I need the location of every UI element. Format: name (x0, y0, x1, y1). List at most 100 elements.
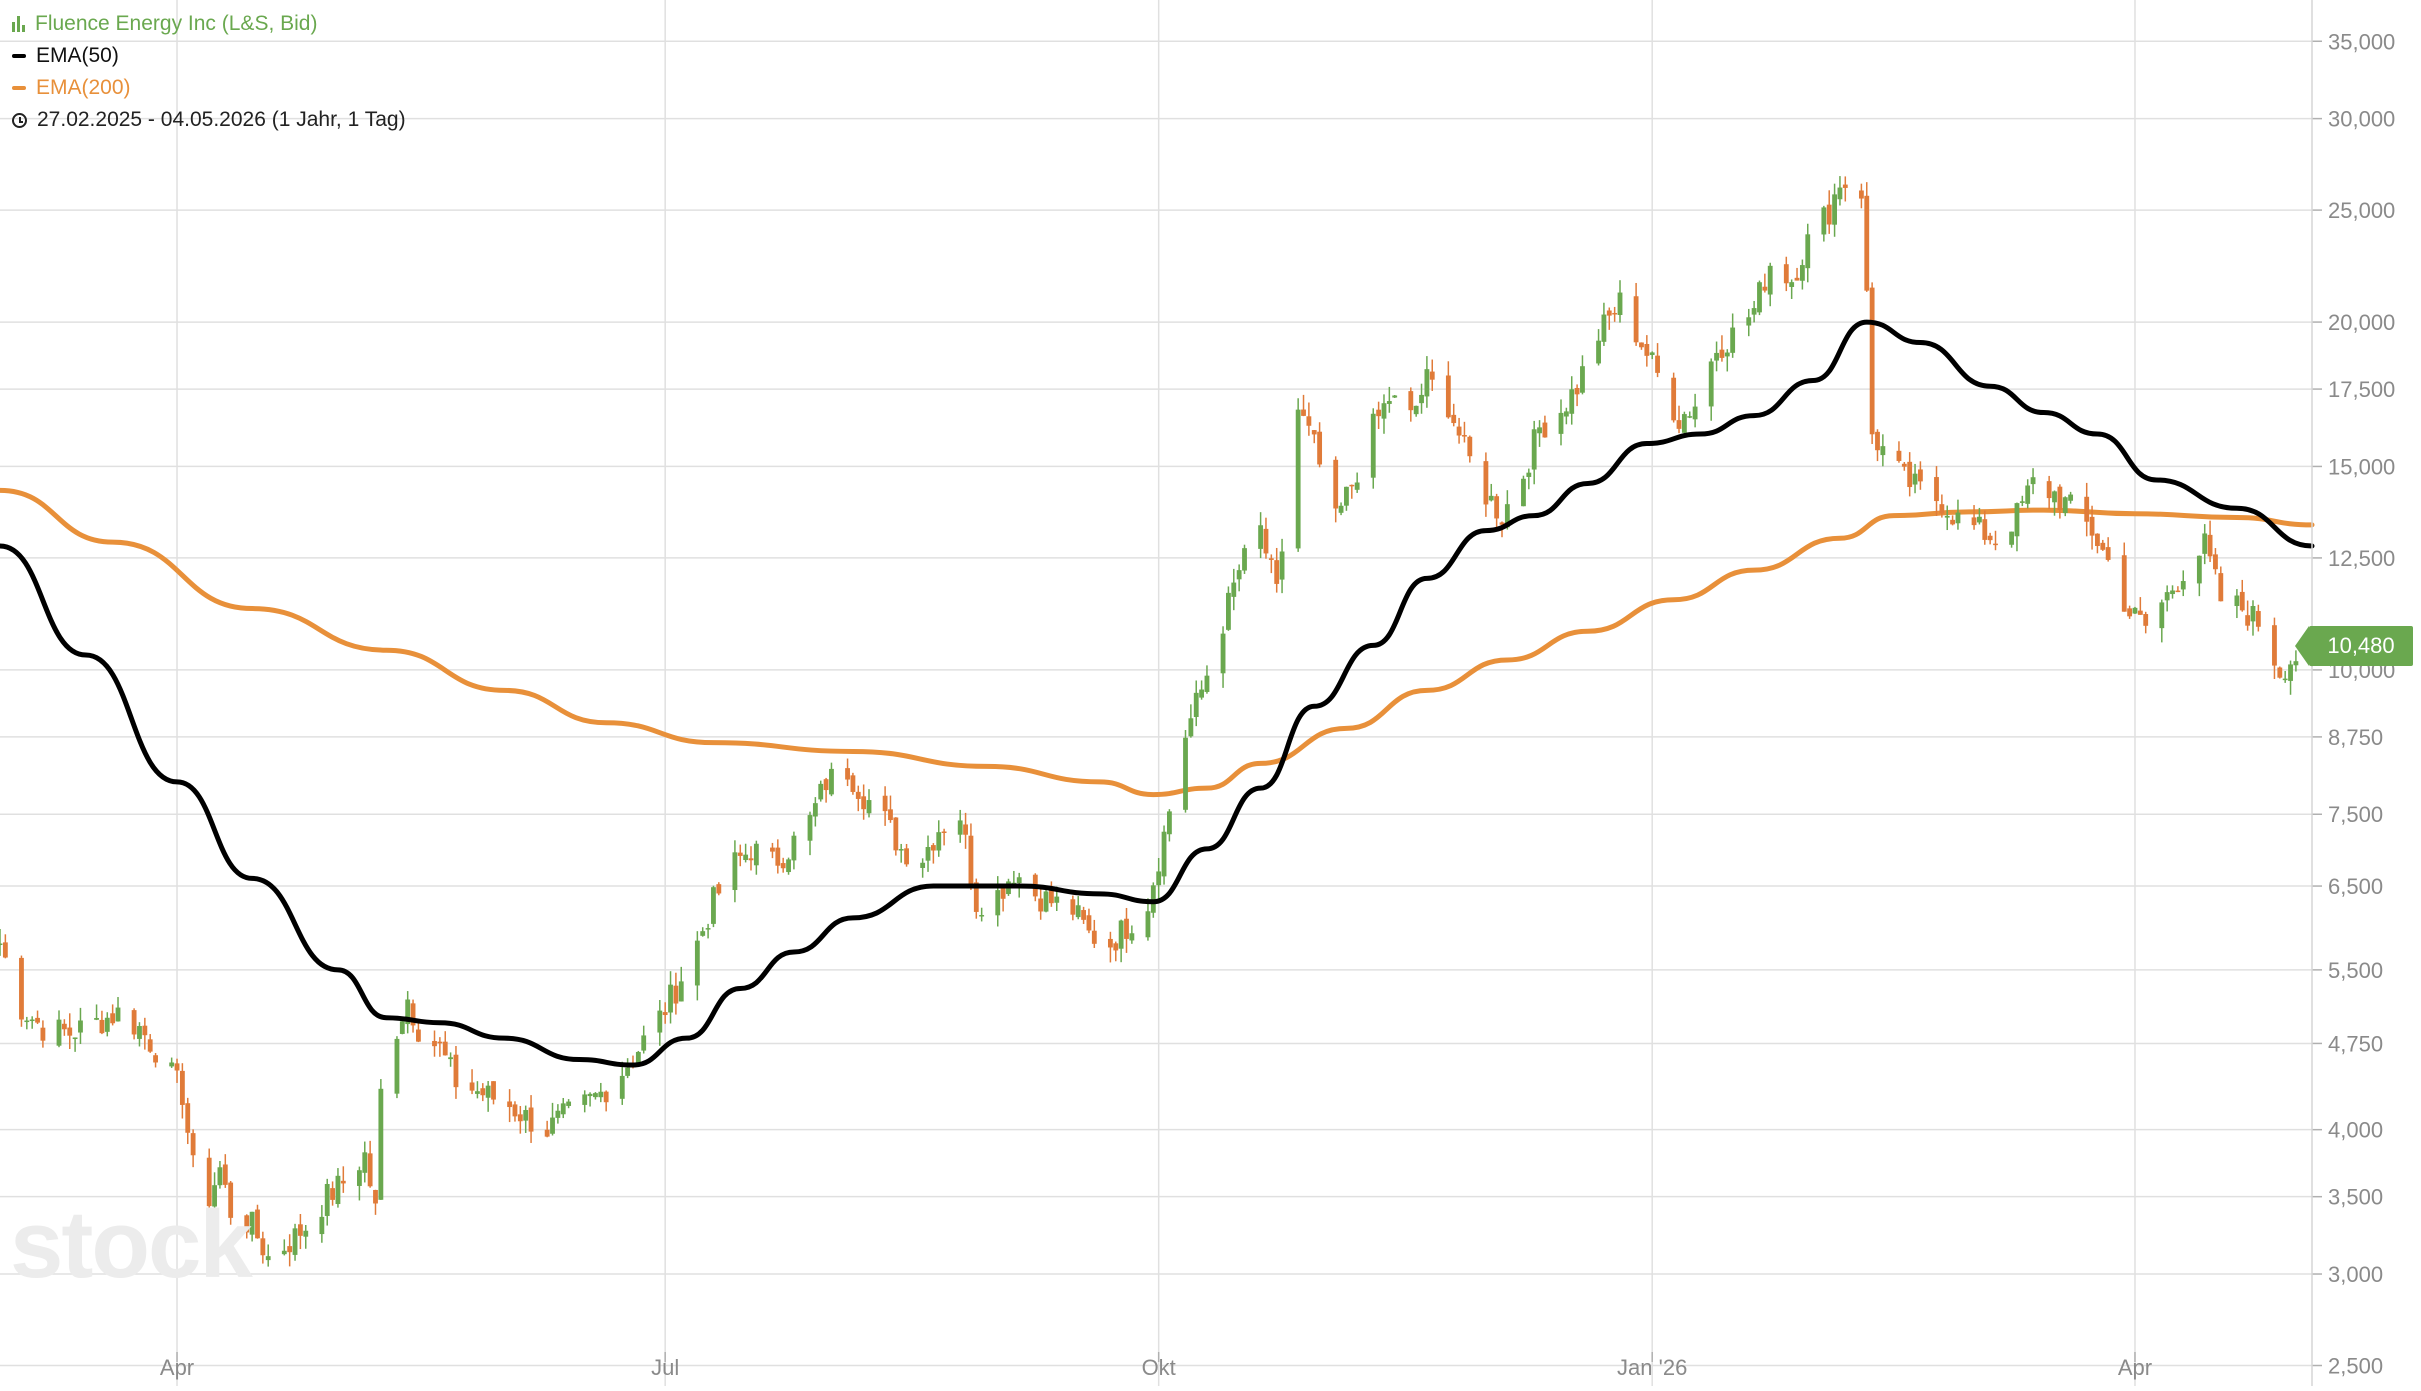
candles (0, 176, 2315, 1267)
candle-body (190, 1133, 196, 1156)
candle-body (1075, 905, 1081, 918)
candle-body (1381, 403, 1387, 419)
candle-body (1558, 412, 1564, 434)
candle-body (1993, 543, 1998, 546)
candle-body (2127, 608, 2133, 617)
candle-body (1413, 405, 1419, 415)
legend-ema50[interactable]: EMA(50) (12, 40, 406, 72)
candle-body (598, 1091, 604, 1098)
candle-body (2175, 590, 2181, 593)
candle-body (1188, 718, 1194, 737)
candle-body (373, 1189, 378, 1204)
candle-body (507, 1101, 513, 1108)
y-tick-label: 15,000 (2328, 454, 2395, 479)
watermark-logo: stock (10, 1191, 253, 1298)
candle-body (356, 1170, 362, 1186)
candle-body (378, 1088, 384, 1200)
legend-range[interactable]: 27.02.2025 - 04.05.2026 (1 Jahr, 1 Tag) (12, 104, 406, 136)
candle-body (2089, 516, 2095, 536)
candle-body (131, 1010, 137, 1035)
y-tick-label: 35,000 (2328, 29, 2395, 54)
candle-body (1242, 548, 1247, 571)
candle-body (78, 1020, 83, 1033)
candle-body (882, 795, 888, 812)
candle-body (2046, 481, 2052, 499)
candle-body (153, 1055, 158, 1063)
candle-body (485, 1085, 491, 1098)
candle-body (1526, 472, 1532, 477)
candle-body (748, 858, 754, 861)
candle-body (72, 1037, 78, 1040)
candle-body (1268, 558, 1274, 560)
candle-body (1826, 204, 1832, 225)
candle-body (2062, 497, 2068, 514)
candle-body (137, 1026, 142, 1039)
candle-body (528, 1107, 534, 1132)
candle-body (807, 815, 813, 841)
candle-body (711, 887, 716, 924)
y-tick-label: 7,500 (2328, 802, 2383, 827)
candle-body (1000, 885, 1006, 899)
candle-body (1054, 896, 1060, 903)
x-axis: Apr Jul Okt Jan '26 Apr (160, 1352, 2152, 1380)
candle-body (1494, 496, 1500, 519)
candle-body (850, 775, 856, 792)
legend-ema200[interactable]: EMA(200) (12, 72, 406, 104)
candle-body (2105, 547, 2111, 560)
candle-body (0, 943, 3, 946)
chart-legend: Fluence Energy Inc (L&S, Bid) EMA(50) EM… (12, 8, 406, 136)
y-tick-label: 17,500 (2328, 377, 2395, 402)
candle-body (2030, 477, 2036, 485)
candle-body (678, 981, 684, 1002)
candle-body (1043, 891, 1049, 912)
candle-body (1531, 429, 1537, 470)
candle-body (1338, 505, 1344, 513)
candle-body (2100, 542, 2106, 550)
candle-body (1934, 477, 1939, 502)
candle-body (1671, 377, 1677, 421)
candle-body (1681, 414, 1687, 433)
candle-body (1129, 933, 1135, 941)
candle-body (453, 1054, 459, 1088)
candle-body (2282, 678, 2288, 681)
candle-body (668, 984, 673, 1013)
candle-body (968, 835, 974, 884)
candle-body (1124, 918, 1129, 939)
candle-body (1166, 811, 1172, 835)
candle-body (705, 928, 711, 930)
candle-body (2207, 534, 2213, 557)
candle-body (206, 1157, 212, 1207)
candle-body (442, 1041, 448, 1056)
candle-body (281, 1250, 287, 1255)
candle-body (2159, 602, 2165, 629)
legend-instrument[interactable]: Fluence Energy Inc (L&S, Bid) (12, 8, 406, 40)
candle-body (324, 1184, 330, 1216)
candle-body (1987, 535, 1993, 541)
candle-body (1344, 486, 1349, 506)
candle-body (936, 832, 942, 851)
candle-body (1762, 286, 1768, 291)
y-tick-label: 20,000 (2328, 310, 2395, 335)
candle-body (2137, 610, 2143, 615)
candle-body (1429, 371, 1435, 380)
candle-body (1542, 422, 1548, 438)
candle-body (1408, 391, 1414, 411)
candle-body (1606, 310, 1612, 316)
candle-body (925, 847, 931, 861)
ema200-label: EMA(200) (36, 76, 131, 99)
candle-body (1156, 871, 1162, 886)
candle-body (2255, 611, 2261, 627)
candle-body (823, 779, 829, 791)
candle-body (2095, 533, 2100, 547)
candle-body (1161, 831, 1167, 877)
x-tick-label: Apr (160, 1355, 194, 1380)
clock-icon (12, 112, 27, 128)
candle-body (2121, 555, 2127, 612)
candle-body (1113, 943, 1119, 951)
candle-body (2132, 607, 2138, 614)
candle-body (1907, 461, 1913, 488)
candle-body (1301, 409, 1306, 416)
candle-body (550, 1117, 555, 1134)
candle-body (1569, 389, 1575, 414)
